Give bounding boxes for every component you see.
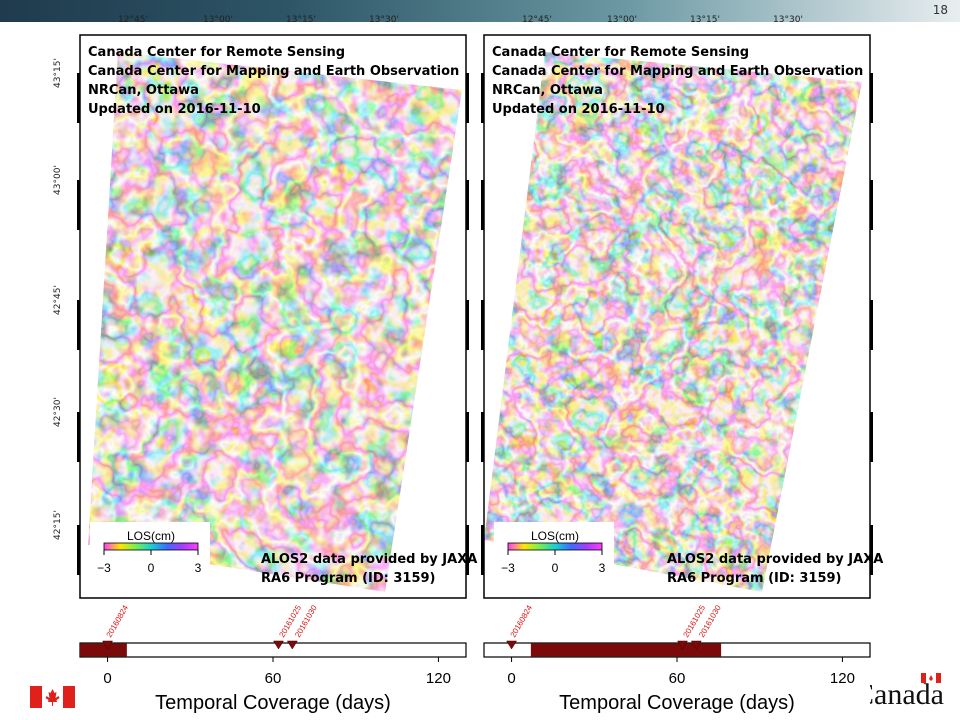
frame-tick — [481, 412, 484, 462]
colorbar-tick-label: 0 — [148, 561, 155, 575]
frame-tick — [870, 412, 873, 462]
longitude-label: 13°30' — [773, 15, 803, 25]
acquisition-marker — [690, 640, 702, 650]
colorbar — [507, 542, 603, 551]
x-tick-label: 120 — [426, 670, 451, 687]
wordmark: Canada — [854, 678, 944, 711]
credit-line: Canada Center for Remote Sensing — [88, 45, 345, 60]
x-tick-label: 120 — [830, 670, 855, 687]
x-axis-label: Temporal Coverage (days) — [559, 692, 795, 714]
credit-line: NRCan, Ottawa — [492, 83, 603, 98]
x-tick-label: 0 — [103, 670, 111, 687]
frame-tick — [481, 180, 484, 230]
acquisition-marker — [286, 640, 298, 650]
colorbar-tick-label: 0 — [552, 561, 559, 575]
longitude-label: 13°30' — [369, 15, 399, 25]
credit-line: Canada Center for Mapping and Earth Obse… — [88, 64, 459, 79]
colorbar-label: LOS(cm) — [531, 529, 579, 543]
header-band — [0, 0, 960, 22]
colorbar-tick-label: −3 — [501, 561, 515, 575]
credit-line: Updated on 2016-11-10 — [492, 102, 665, 117]
latitude-label: 43°00' — [53, 165, 63, 195]
acquisition-marker — [273, 640, 284, 650]
x-tick-label: 0 — [507, 670, 515, 687]
acquisition-date: 20160824 — [105, 603, 131, 639]
frame-tick — [870, 525, 873, 575]
colorbar-tick-label: 3 — [195, 561, 202, 575]
longitude-label: 12°45' — [522, 15, 552, 25]
frame-tick — [466, 525, 469, 575]
frame-tick — [466, 300, 469, 350]
x-axis-label: Temporal Coverage (days) — [155, 692, 391, 714]
provider-line: RA6 Program (ID: 3159) — [667, 571, 842, 586]
longitude-label: 13°15' — [690, 15, 720, 25]
acquisition-marker — [677, 640, 688, 650]
acquisition-date: 20160824 — [509, 603, 535, 639]
acquisition-marker — [102, 640, 114, 650]
frame-tick — [870, 180, 873, 230]
latitude-label: 43°15' — [53, 58, 63, 88]
wordmark-flag — [921, 673, 941, 683]
canada-flag — [30, 686, 75, 708]
colorbar-tick-label: 3 — [599, 561, 606, 575]
acquisition-marker — [506, 640, 518, 650]
map-panel: 12°45' 13°00' 13°15' 13°30' Canada Center fo… — [481, 15, 883, 714]
longitude-label: 13°15' — [286, 15, 316, 25]
frame-tick — [870, 300, 873, 350]
latitude-label: 42°45' — [53, 285, 63, 315]
colorbar-tick-label: −3 — [97, 561, 111, 575]
coverage-bar — [80, 643, 127, 657]
credit-line: Canada Center for Mapping and Earth Obse… — [492, 64, 863, 79]
longitude-label: 13°00' — [607, 15, 637, 25]
frame-tick — [481, 525, 484, 575]
wordmark-text: Canada — [854, 678, 944, 711]
credit-line: NRCan, Ottawa — [88, 83, 199, 98]
frame-tick — [77, 412, 80, 462]
credit-line: Updated on 2016-11-10 — [88, 102, 261, 117]
provider-line: ALOS2 data provided by JAXA — [261, 552, 477, 567]
latitude-label: 42°15' — [53, 510, 63, 540]
frame-tick — [77, 73, 80, 123]
frame-tick — [466, 412, 469, 462]
latitude-label: 42°30' — [53, 397, 63, 427]
frame-tick — [466, 73, 469, 123]
colorbar-label: LOS(cm) — [127, 529, 175, 543]
colorbar — [103, 542, 199, 551]
map-panel: 12°45' 13°00' 13°15' 13°30' 43°15' 43°00' 42°4… — [53, 15, 477, 714]
page-number: 18 — [933, 3, 948, 17]
frame-tick — [77, 180, 80, 230]
x-tick-label: 60 — [669, 670, 686, 687]
longitude-label: 13°00' — [203, 15, 233, 25]
frame-tick — [481, 300, 484, 350]
provider-line: RA6 Program (ID: 3159) — [261, 571, 436, 586]
longitude-label: 12°45' — [118, 15, 148, 25]
frame-tick — [77, 300, 80, 350]
coverage-bar — [530, 643, 722, 657]
x-tick-label: 60 — [265, 670, 282, 687]
frame-tick — [481, 73, 484, 123]
timeline-axis — [79, 642, 467, 658]
frame-tick — [870, 73, 873, 123]
provider-line: ALOS2 data provided by JAXA — [667, 552, 883, 567]
credit-line: Canada Center for Remote Sensing — [492, 45, 749, 60]
frame-tick — [466, 180, 469, 230]
frame-tick — [77, 525, 80, 575]
